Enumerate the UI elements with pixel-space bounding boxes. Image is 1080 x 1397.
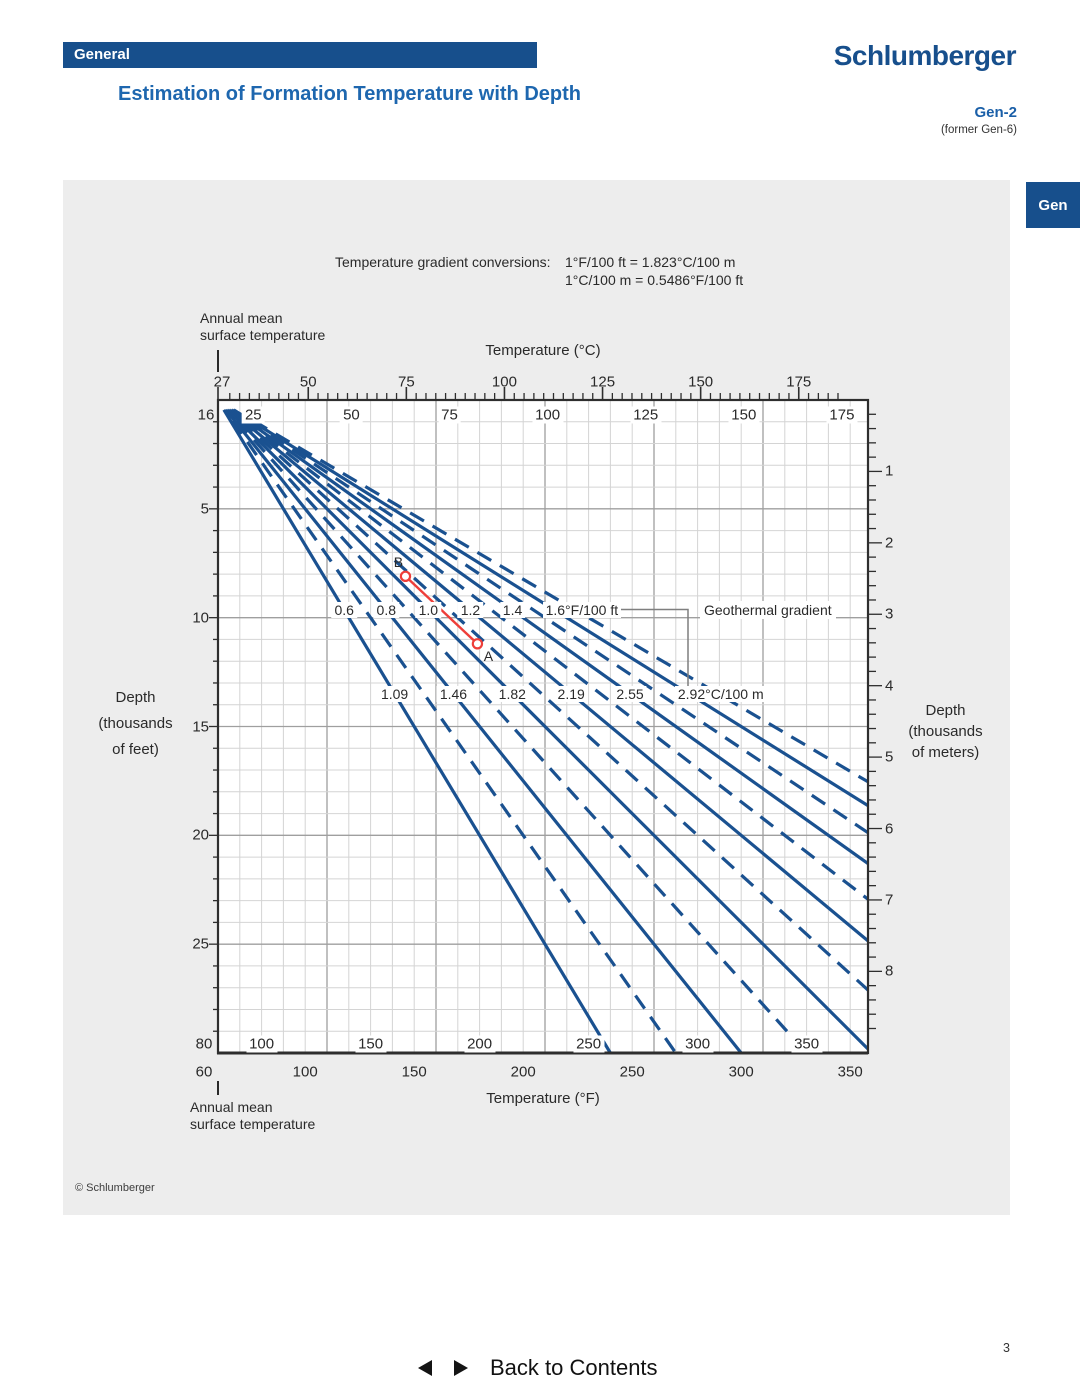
tick-label: 1.0 bbox=[415, 602, 442, 618]
tick-label: 300 bbox=[682, 1035, 714, 1053]
tick-label: 350 bbox=[791, 1035, 823, 1053]
tick-label: 100 bbox=[491, 373, 517, 391]
tick-label: 125 bbox=[590, 373, 616, 391]
back-to-contents-link[interactable]: Back to Contents bbox=[490, 1355, 658, 1380]
tick-label: 1.6°F/100 ft bbox=[542, 602, 622, 618]
tick-label: 1.46 bbox=[436, 686, 471, 702]
tick-label: 0.6 bbox=[331, 602, 357, 618]
conversion-line-1: 1°F/100 ft = 1.823°C/100 m bbox=[565, 254, 736, 270]
tick-label: 250 bbox=[619, 1063, 645, 1081]
tick-label: 125 bbox=[630, 406, 662, 424]
tick-label: 0.8 bbox=[373, 602, 400, 618]
tick-label: 3 bbox=[885, 605, 894, 623]
tick-label: 75 bbox=[438, 406, 461, 424]
tick-label: 175 bbox=[826, 406, 858, 424]
schlumberger-logo: Schlumberger bbox=[833, 40, 1017, 71]
tick-label: 6 bbox=[885, 820, 894, 838]
tick-label: 10 bbox=[192, 609, 209, 627]
tick-label: 1.2 bbox=[457, 602, 484, 618]
tick-label: 250 bbox=[573, 1035, 605, 1053]
tick-label: 1.82 bbox=[495, 686, 529, 702]
geothermal-gradient-label: Geothermal gradient bbox=[700, 601, 836, 619]
tick-label: 20 bbox=[192, 826, 209, 844]
conversions-label: Temperature gradient conversions: bbox=[335, 254, 551, 270]
page-number: 3 bbox=[1003, 1341, 1010, 1355]
tick-label: 200 bbox=[464, 1035, 496, 1053]
chart-code: Gen-2 bbox=[974, 104, 1017, 121]
tick-label: 2.19 bbox=[554, 686, 588, 702]
tick-label: 80 bbox=[195, 1035, 213, 1053]
tick-label: 350 bbox=[837, 1063, 863, 1081]
tick-label: 5 bbox=[885, 748, 894, 766]
conversions-values: 1°F/100 ft = 1.823°C/100 m 1°C/100 m = 0… bbox=[565, 254, 743, 289]
chart-panel: Temperature gradient conversions: 1°F/10… bbox=[63, 180, 1010, 1215]
tick-label: 16 bbox=[197, 406, 215, 424]
tick-label: 150 bbox=[355, 1035, 387, 1053]
tick-label: 60 bbox=[195, 1063, 213, 1081]
tick-label: B bbox=[393, 554, 404, 571]
annual-mean-surface-temperature-top: Annual mean surface temperature bbox=[200, 310, 326, 343]
tick-label: 200 bbox=[510, 1063, 536, 1081]
tick-label: 100 bbox=[532, 406, 564, 424]
tick-label: 1.09 bbox=[377, 686, 412, 702]
tick-label: 4 bbox=[885, 677, 894, 695]
chart-code-former: (former Gen-6) bbox=[940, 124, 1017, 136]
annual-mean-top-pointer bbox=[217, 350, 219, 372]
tick-label: 27 bbox=[213, 373, 231, 391]
tick-label: A bbox=[483, 647, 494, 664]
geothermal-gradient-chart bbox=[209, 387, 882, 1055]
tick-label: 175 bbox=[786, 373, 812, 391]
annual-mean-surface-temperature-bottom: Annual mean surface temperature bbox=[190, 1099, 316, 1132]
tick-label: 2 bbox=[885, 534, 894, 552]
axis-title-temperature-c: Temperature (°C) bbox=[485, 342, 601, 359]
tick-label: 150 bbox=[728, 406, 760, 424]
tick-label: 150 bbox=[688, 373, 714, 391]
tick-label: 300 bbox=[728, 1063, 754, 1081]
copyright-notice: © Schlumberger bbox=[75, 1182, 155, 1194]
tab-gen[interactable]: Gen bbox=[1026, 182, 1080, 228]
tick-label: 15 bbox=[192, 718, 209, 735]
conversion-line-2: 1°C/100 m = 0.5486°F/100 ft bbox=[565, 271, 744, 288]
tick-label: 100 bbox=[246, 1035, 278, 1053]
tick-label: 100 bbox=[292, 1063, 318, 1081]
tick-label: 2.92°C/100 m bbox=[674, 686, 767, 702]
section-label: General bbox=[74, 46, 130, 63]
tick-label: 25 bbox=[192, 935, 209, 953]
tick-label: 7 bbox=[885, 891, 894, 909]
tick-label: 1.4 bbox=[499, 602, 526, 618]
annual-mean-bottom-pointer bbox=[217, 1081, 219, 1095]
axis-title-temperature-f: Temperature (°F) bbox=[486, 1090, 600, 1107]
axis-title-depth-meters: Depth (thousands of meters) bbox=[908, 702, 983, 761]
tick-label: 75 bbox=[398, 373, 415, 391]
tick-label: 150 bbox=[401, 1063, 427, 1081]
tick-label: 50 bbox=[340, 406, 363, 424]
axis-title-depth-feet: Depth (thousands of feet) bbox=[98, 689, 173, 758]
tick-label: 25 bbox=[241, 406, 265, 424]
tick-label: 5 bbox=[200, 500, 209, 518]
page-title: Estimation of Formation Temperature with… bbox=[118, 83, 581, 105]
section-header-bar: General bbox=[63, 42, 537, 68]
previous-page-arrow-icon[interactable] bbox=[418, 1360, 432, 1376]
tick-label: 1 bbox=[885, 462, 894, 480]
tick-label: 8 bbox=[885, 962, 894, 980]
tick-label: 50 bbox=[299, 373, 317, 391]
next-page-arrow-icon[interactable] bbox=[454, 1360, 468, 1376]
tick-label: 2.55 bbox=[613, 686, 647, 702]
